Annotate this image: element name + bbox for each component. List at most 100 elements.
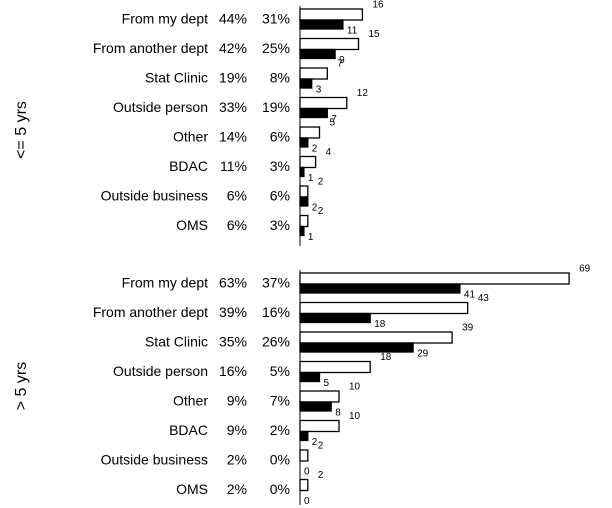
- percent-label: 25%: [262, 40, 290, 56]
- percent-label: 26%: [262, 334, 290, 350]
- bar: [299, 196, 309, 207]
- percent-label: 5%: [270, 363, 290, 379]
- bar: [299, 185, 309, 198]
- bar: [299, 390, 340, 403]
- bar: [299, 331, 453, 344]
- value-label: 7: [337, 59, 343, 70]
- value-label: 18: [380, 352, 392, 363]
- value-label: 4: [326, 147, 332, 158]
- bar: [299, 312, 371, 324]
- percent-label: 44%: [219, 11, 247, 27]
- bar: [299, 37, 360, 51]
- value-label: 2: [312, 437, 318, 448]
- bar: [299, 96, 348, 110]
- percent-label: 6%: [227, 217, 247, 233]
- category-label: OMS: [176, 217, 208, 233]
- percent-label: 9%: [227, 422, 247, 438]
- category-label: From another dept: [93, 40, 208, 56]
- value-label: 1: [308, 173, 314, 184]
- percent-label: 39%: [219, 304, 247, 320]
- percent-label: 16%: [262, 304, 290, 320]
- category-label: BDAC: [169, 158, 208, 174]
- bar: [299, 478, 309, 492]
- percent-label: 35%: [219, 334, 247, 350]
- bar: [299, 19, 344, 30]
- bar: [299, 360, 371, 374]
- percent-label: 7%: [270, 393, 290, 409]
- bar: [299, 301, 469, 315]
- value-label: 2: [318, 470, 324, 481]
- category-label: BDAC: [169, 422, 208, 438]
- category-label: Outside person: [113, 99, 208, 115]
- percent-label: 9%: [227, 393, 247, 409]
- percent-label: 19%: [262, 99, 290, 115]
- category-label: Outside person: [113, 363, 208, 379]
- bar: [299, 107, 328, 119]
- value-label: 29: [417, 349, 429, 360]
- percent-label: 8%: [270, 70, 290, 86]
- value-label: 18: [374, 319, 386, 330]
- value-label: 16: [372, 0, 384, 11]
- value-label: 39: [462, 323, 474, 334]
- bar: [299, 430, 309, 442]
- value-label: 0: [304, 467, 310, 478]
- value-label: 2: [318, 177, 324, 188]
- bar: [299, 67, 328, 80]
- value-label: 12: [357, 88, 369, 99]
- category-label: Stat Clinic: [145, 334, 208, 350]
- category-label: Outside business: [101, 452, 208, 468]
- value-label: 15: [369, 29, 381, 40]
- value-label: 2: [312, 144, 318, 155]
- bar: [299, 401, 332, 412]
- bar: [299, 166, 305, 178]
- percent-label: 2%: [270, 422, 290, 438]
- value-label: 2: [312, 203, 318, 214]
- value-label: 2: [318, 441, 324, 452]
- value-label: 7: [331, 114, 337, 125]
- bar: [299, 449, 309, 462]
- percent-label: 3%: [270, 158, 290, 174]
- percent-label: 2%: [227, 481, 247, 497]
- bar: [299, 155, 317, 169]
- bar: [299, 225, 305, 237]
- value-label: 5: [324, 378, 330, 389]
- percent-label: 31%: [262, 11, 290, 27]
- percent-label: 63%: [219, 275, 247, 291]
- bar: [299, 272, 570, 285]
- percent-label: 16%: [219, 363, 247, 379]
- percent-label: 6%: [270, 129, 290, 145]
- bar: [299, 214, 309, 228]
- percent-label: 37%: [262, 275, 290, 291]
- bar: [299, 283, 461, 294]
- percent-label: 19%: [219, 70, 247, 86]
- percent-label: 0%: [270, 452, 290, 468]
- bar: [299, 126, 321, 139]
- category-label: Other: [173, 129, 208, 145]
- value-label: 43: [478, 293, 490, 304]
- group-label: > 5 yrs: [13, 362, 30, 410]
- percent-label: 42%: [219, 40, 247, 56]
- value-label: 41: [464, 290, 476, 301]
- value-label: 10: [349, 382, 361, 393]
- category-label: Stat Clinic: [145, 70, 208, 86]
- percent-label: 6%: [227, 188, 247, 204]
- percent-label: 33%: [219, 99, 247, 115]
- category-label: OMS: [176, 481, 208, 497]
- category-label: From my dept: [122, 275, 208, 291]
- bar: [299, 419, 340, 433]
- bar: [299, 371, 321, 383]
- value-label: 5: [330, 118, 336, 129]
- percent-label: 0%: [270, 481, 290, 497]
- category-label: Outside business: [101, 188, 208, 204]
- category-label: From my dept: [122, 11, 208, 27]
- bar: [299, 342, 414, 353]
- bar: [299, 48, 336, 60]
- percent-label: 11%: [220, 158, 247, 174]
- value-label: 3: [316, 85, 322, 96]
- value-label: 69: [579, 264, 591, 275]
- category-label: Other: [173, 393, 208, 409]
- value-label: 10: [349, 411, 361, 422]
- value-label: 9: [339, 55, 345, 66]
- value-label: 8: [335, 408, 341, 419]
